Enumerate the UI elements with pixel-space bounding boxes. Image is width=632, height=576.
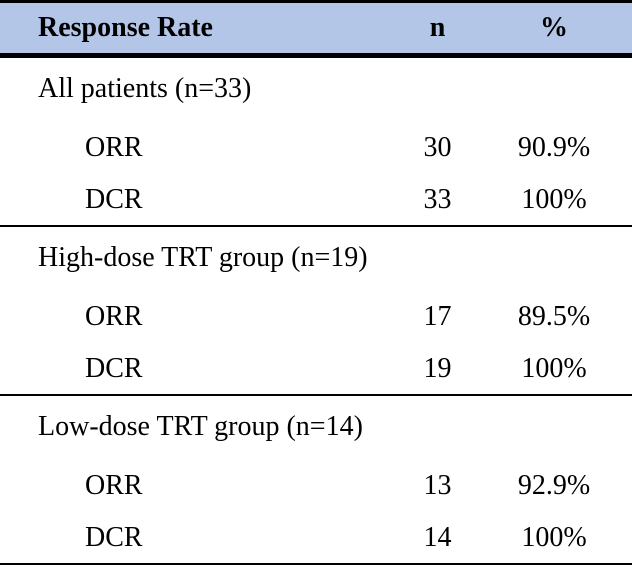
metric-label: ORR [85,300,143,332]
table-header-row: Response Rate n % [0,0,632,56]
table-row: DCR 33 100% [0,175,632,225]
n-value: 17 [423,300,452,332]
group-label: High-dose TRT group (n=19) [38,242,368,273]
section-low-dose: Low-dose TRT group (n=14) ORR 13 92.9% D… [0,394,632,563]
n-value: 33 [423,184,452,215]
section-all-patients: All patients (n=33) ORR 30 90.9% DCR 33 … [0,56,632,225]
header-percent: % [540,12,568,43]
pct-value: 100% [521,184,587,215]
group-label-row: High-dose TRT group (n=19) [0,227,632,289]
group-label: Low-dose TRT group (n=14) [38,411,363,442]
metric-label: ORR [85,469,143,501]
table-row: ORR 30 90.9% [0,120,632,175]
pct-value: 100% [521,353,587,384]
group-label: All patients (n=33) [38,73,252,104]
section-high-dose: High-dose TRT group (n=19) ORR 17 89.5% … [0,225,632,394]
table-row: DCR 14 100% [0,513,632,563]
n-value: 30 [423,131,452,163]
metric-label: ORR [85,131,143,163]
pct-value: 90.9% [517,131,591,163]
header-n: n [429,12,446,43]
n-value: 14 [423,522,452,553]
header-response-rate: Response Rate [38,12,213,43]
pct-value: 89.5% [517,300,591,332]
group-label-row: All patients (n=33) [0,58,632,120]
table-row: ORR 17 89.5% [0,289,632,344]
n-value: 19 [423,353,452,384]
pct-value: 92.9% [517,469,591,501]
table-row: ORR 13 92.9% [0,458,632,513]
metric-label: DCR [85,184,143,215]
table-row: DCR 19 100% [0,344,632,394]
pct-value: 100% [521,522,587,553]
metric-label: DCR [85,522,143,553]
metric-label: DCR [85,353,143,384]
n-value: 13 [423,469,452,501]
group-label-row: Low-dose TRT group (n=14) [0,396,632,458]
